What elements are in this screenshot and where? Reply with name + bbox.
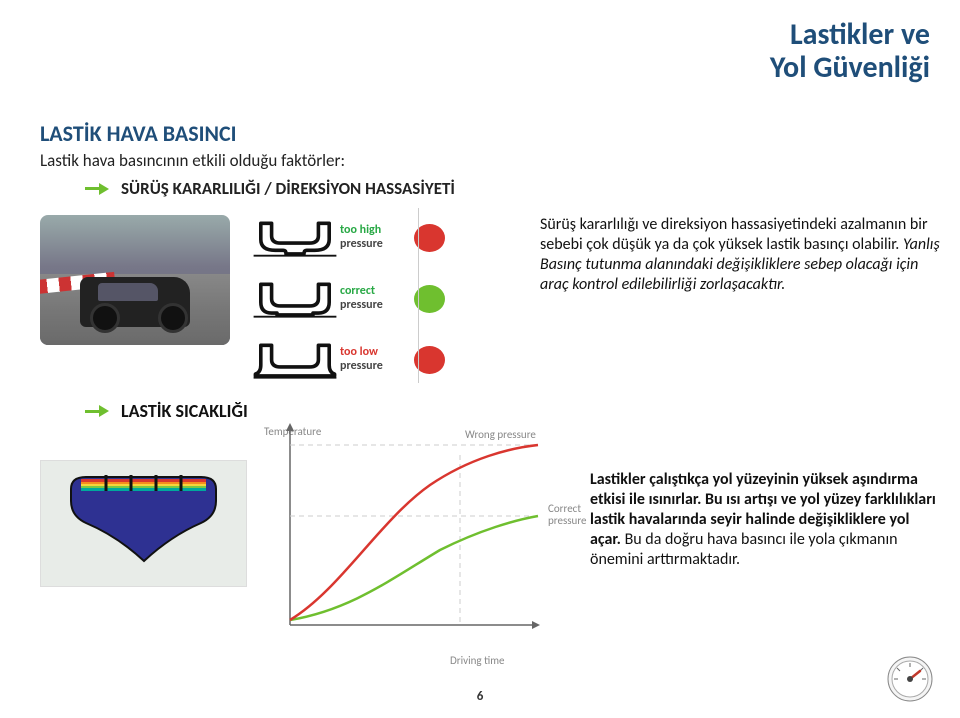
legend-wrong-pressure: Wrong pressure xyxy=(465,429,536,441)
tire-label-high: too highpressure xyxy=(340,224,396,250)
subheading-factors: Lastik hava basıncının etkili olduğu fak… xyxy=(40,150,345,171)
para1-plain: Sürüş kararlılığı ve direksiyon hassasiy… xyxy=(540,215,928,254)
arrow-head-icon xyxy=(99,405,109,417)
tire-label-correct: correctpressure xyxy=(340,285,396,311)
bullet1-text: SÜRÜŞ KARARLILIĞI / DİREKSİYON HASSASİYE… xyxy=(121,178,455,199)
tire-row-high: too highpressure xyxy=(250,210,445,265)
page-title: Lastikler ve Yol Güvenliği xyxy=(770,18,930,84)
bullet-driving-stability: SÜRÜŞ KARARLILIĞI / DİREKSİYON HASSASİYE… xyxy=(85,178,455,199)
page-number: 6 xyxy=(0,689,960,704)
arrow-head-icon xyxy=(99,183,109,195)
para2-plain: Bu da doğru hava basıncı ile yola çıkman… xyxy=(590,530,898,569)
divider-line xyxy=(418,208,419,383)
title-line1: Lastikler ve xyxy=(770,18,930,51)
bullet-tire-temperature: LASTİK SICAKLIĞI xyxy=(85,400,248,422)
tire-row-correct: correctpressure xyxy=(250,271,445,326)
x-axis-label: Driving time xyxy=(450,654,504,667)
title-line2: Yol Güvenliği xyxy=(770,51,930,84)
temperature-chart: Temperature Driving time Wrong pressure … xyxy=(270,415,570,665)
tire-label-low: too lowpressure xyxy=(340,346,396,372)
tire-pressure-diagram: too highpressure correctpressure too lowpr… xyxy=(250,210,445,393)
section2-title: LASTİK SICAKLIĞI xyxy=(121,400,248,422)
tire-crosssection-correct xyxy=(250,271,340,326)
para-temperature: Lastikler çalıştıkça yol yüzeyinin yükse… xyxy=(590,470,940,570)
tire-crosssection-low xyxy=(250,332,340,387)
car-track-photo xyxy=(40,215,230,345)
tire-thermal-image xyxy=(40,460,247,587)
gauge-icon xyxy=(885,654,935,704)
tire-row-low: too lowpressure xyxy=(250,332,445,387)
legend-correct-pressure: Correct pressure xyxy=(548,503,587,527)
heading-tire-pressure: LASTİK HAVA BASINCI xyxy=(40,120,237,147)
tire-crosssection-high xyxy=(250,210,340,265)
para-stability: Sürüş kararlılığı ve direksiyon hassasiy… xyxy=(540,215,940,295)
